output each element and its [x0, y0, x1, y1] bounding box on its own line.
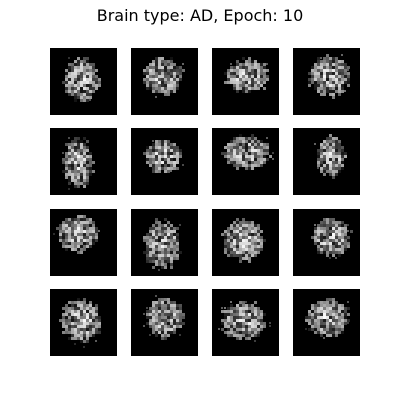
sample-tile — [212, 128, 279, 195]
sample-tile — [50, 209, 117, 276]
sample-tile — [131, 209, 198, 276]
sample-image — [143, 218, 182, 271]
sample-image — [311, 218, 353, 259]
sample-image — [314, 134, 347, 179]
sample-tile — [293, 128, 360, 195]
sample-image — [59, 298, 101, 348]
sample-image — [143, 140, 184, 173]
sample-tile — [293, 289, 360, 356]
sample-image — [305, 298, 350, 339]
sample-image — [143, 295, 185, 340]
sample-tile — [212, 289, 279, 356]
sample-image — [224, 57, 269, 93]
sample-tile — [131, 48, 198, 115]
sample-tile — [212, 48, 279, 115]
sample-image — [62, 137, 95, 190]
sample-image — [221, 134, 274, 170]
sample-image — [308, 54, 350, 99]
sample-tile — [293, 48, 360, 115]
sample-tile — [50, 128, 117, 195]
sample-tile — [131, 128, 198, 195]
sample-image — [143, 57, 185, 98]
sample-tile — [212, 209, 279, 276]
sample-tile — [131, 289, 198, 356]
sample-tile — [293, 209, 360, 276]
sample-image — [53, 215, 100, 254]
sample-image — [62, 57, 101, 102]
sample-image — [218, 301, 271, 342]
figure-title: Brain type: AD, Epoch: 10 — [96, 6, 304, 25]
sample-tile — [50, 289, 117, 356]
sample-tile — [50, 48, 117, 115]
sample-image — [221, 218, 266, 263]
